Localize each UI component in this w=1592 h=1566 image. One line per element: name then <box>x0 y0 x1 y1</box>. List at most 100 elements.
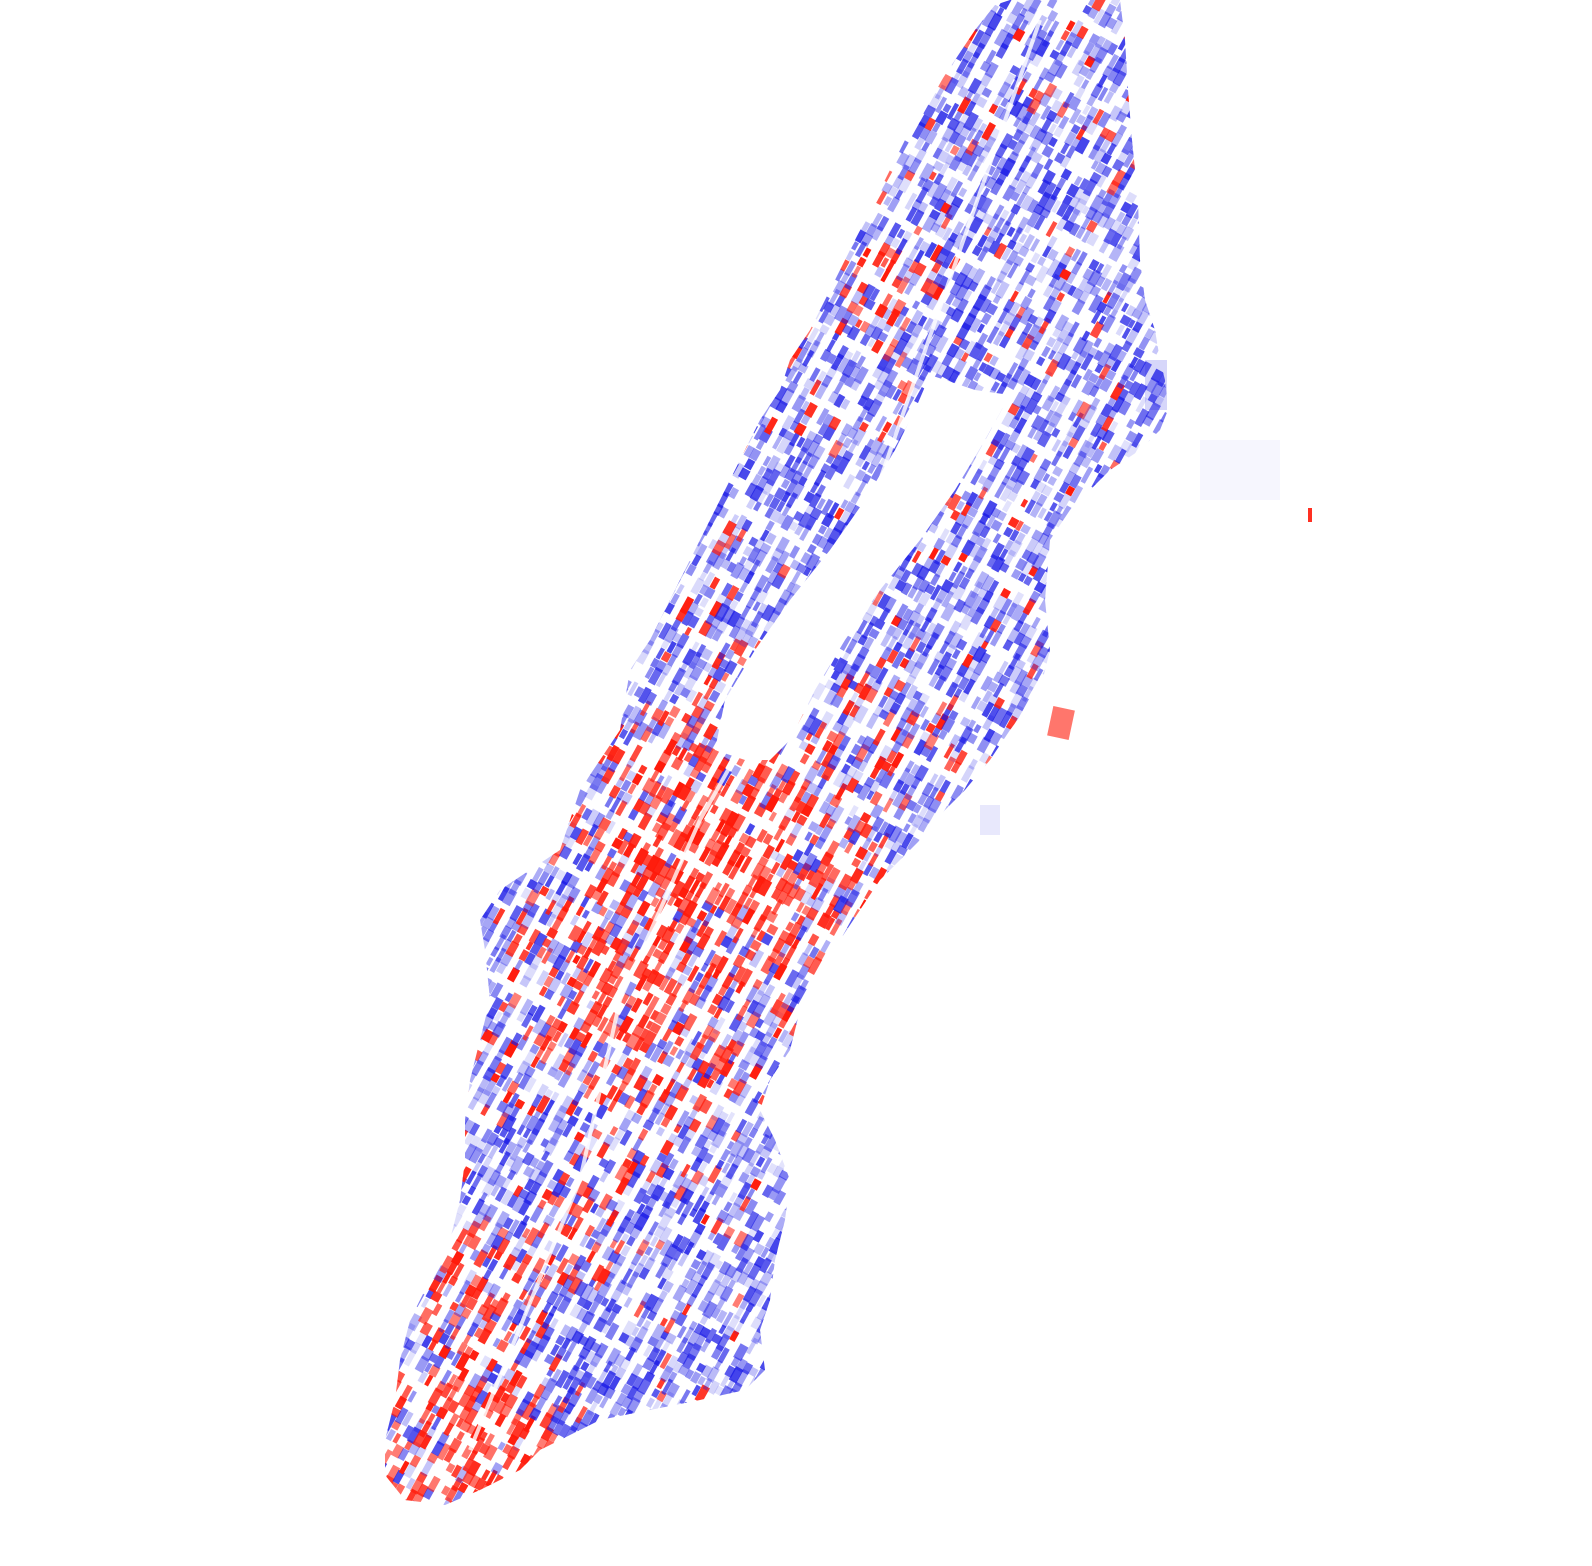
building-block <box>512 706 524 720</box>
building-block <box>385 1486 388 1500</box>
building-block <box>636 397 648 412</box>
building-block <box>848 1258 857 1269</box>
building-block <box>591 1264 605 1282</box>
building-block <box>820 964 833 980</box>
building-block <box>389 1178 403 1194</box>
building-block <box>434 1152 449 1170</box>
building-block <box>1099 743 1113 756</box>
building-block <box>714 1283 727 1298</box>
building-block <box>568 650 579 662</box>
building-block <box>565 495 578 513</box>
building-block <box>513 1071 524 1085</box>
building-block <box>607 1260 623 1280</box>
building-block <box>743 1172 756 1190</box>
building-block <box>807 1182 821 1201</box>
building-block <box>949 962 959 973</box>
building-block <box>592 1380 603 1392</box>
building-block <box>1074 817 1087 831</box>
building-block <box>953 812 964 825</box>
building-block <box>700 1261 716 1281</box>
building-block <box>917 1044 929 1058</box>
building-block <box>489 605 502 620</box>
building-block <box>819 1052 831 1067</box>
building-block <box>468 997 480 1010</box>
building-block <box>459 690 471 703</box>
building-block <box>810 1123 824 1137</box>
building-block <box>871 1055 885 1072</box>
building-block <box>1048 614 1059 626</box>
building-block <box>569 699 583 716</box>
building-block <box>559 1447 573 1466</box>
building-block <box>547 498 561 516</box>
building-block <box>504 1393 519 1409</box>
building-block <box>603 1360 613 1373</box>
building-block <box>665 1471 678 1484</box>
building-block <box>897 1071 906 1082</box>
building-block <box>611 509 626 526</box>
building-block <box>1050 689 1064 706</box>
building-block <box>778 1318 794 1336</box>
building-block <box>975 925 987 939</box>
building-block <box>637 535 650 552</box>
building-block <box>499 1378 510 1392</box>
building-block <box>690 1258 702 1270</box>
building-block <box>885 976 897 989</box>
building-block <box>507 627 521 644</box>
building-block <box>623 1446 636 1463</box>
building-block <box>620 1233 630 1243</box>
building-block <box>549 1091 560 1105</box>
building-block <box>879 1098 892 1113</box>
building-block <box>548 840 559 852</box>
building-block <box>602 416 615 431</box>
building-block <box>617 1407 627 1418</box>
building-block <box>546 789 557 800</box>
building-block <box>481 1177 497 1198</box>
building-block <box>485 956 494 967</box>
building-block <box>532 1257 547 1275</box>
building-block <box>618 1480 634 1499</box>
building-block <box>498 1036 513 1055</box>
building-block <box>590 1202 599 1214</box>
building-block <box>554 717 564 730</box>
building-block <box>829 995 839 1008</box>
building-block <box>919 957 931 971</box>
building-block <box>992 910 1004 922</box>
building-block <box>420 970 433 984</box>
building-block <box>609 557 622 574</box>
building-block <box>607 520 620 534</box>
building-block <box>705 1454 718 1470</box>
building-block <box>1039 811 1051 823</box>
building-block <box>494 821 507 837</box>
building-block <box>635 1416 645 1428</box>
building-block <box>1021 889 1031 900</box>
building-block <box>446 1260 459 1276</box>
building-block <box>601 1435 611 1447</box>
building-block <box>663 475 676 490</box>
building-block <box>938 890 953 909</box>
building-block <box>385 808 390 821</box>
building-block <box>792 1100 805 1115</box>
building-block <box>1091 788 1102 801</box>
building-block <box>525 1329 537 1344</box>
building-block <box>627 581 640 596</box>
building-block <box>900 957 916 977</box>
building-block <box>426 1452 439 1464</box>
building-block <box>768 1075 781 1088</box>
building-block <box>535 795 544 806</box>
building-block <box>1054 766 1068 784</box>
building-block <box>823 1257 835 1269</box>
building-block <box>574 677 587 693</box>
building-block <box>702 1377 713 1391</box>
building-block <box>407 1390 417 1403</box>
building-block <box>819 1304 832 1319</box>
building-block <box>1022 949 1037 968</box>
building-block <box>546 1290 559 1306</box>
building-block <box>977 850 991 866</box>
building-block <box>626 1486 637 1500</box>
building-block <box>928 898 940 914</box>
building-block <box>879 1210 892 1227</box>
building-block <box>409 1102 422 1116</box>
building-block <box>1019 849 1029 861</box>
building-block <box>968 1010 979 1023</box>
building-block <box>461 1195 472 1206</box>
